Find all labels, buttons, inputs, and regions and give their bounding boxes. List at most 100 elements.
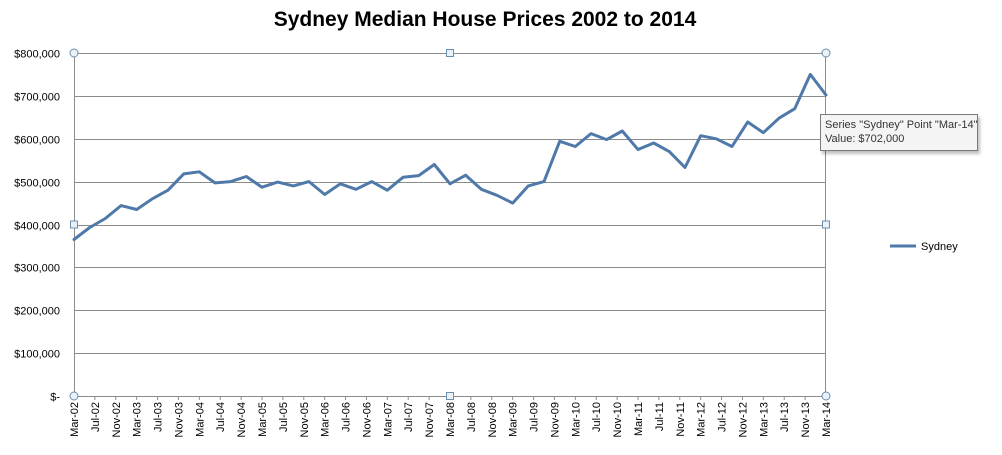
resize-handle-corner[interactable] (69, 48, 79, 58)
x-tick-label: Mar-09 (508, 402, 520, 437)
x-tick-label: Mar-02 (69, 402, 81, 437)
data-point[interactable] (510, 200, 516, 206)
x-tick-label: Jul-05 (278, 402, 290, 432)
data-point[interactable] (541, 179, 547, 185)
x-tick-label: Jul-13 (779, 402, 791, 432)
tooltip-value-text: Value: $702,000 (825, 133, 905, 145)
data-point[interactable] (463, 172, 469, 178)
data-point[interactable] (807, 71, 813, 77)
x-tick-label: Mar-14 (821, 402, 833, 437)
x-tick-label: Mar-13 (758, 402, 770, 437)
x-tick-label: Nov-04 (236, 402, 248, 437)
chart-title: Sydney Median House Prices 2002 to 2014 (273, 8, 697, 31)
x-tick-label: Mar-10 (570, 402, 582, 437)
data-point[interactable] (369, 179, 375, 185)
x-tick-label: Mar-12 (696, 402, 708, 437)
data-point[interactable] (134, 206, 140, 212)
data-point[interactable] (275, 179, 281, 185)
resize-handle-edge[interactable] (446, 49, 454, 57)
x-tick-label: Nov-02 (111, 402, 123, 437)
x-tick-label: Mar-04 (194, 402, 206, 437)
data-point[interactable] (729, 143, 735, 149)
y-tick-label: $800,000 (14, 49, 60, 61)
x-tick-label: Jul-06 (341, 402, 353, 432)
data-point[interactable] (698, 133, 704, 139)
resize-handle-edge[interactable] (822, 220, 830, 229)
data-point[interactable] (149, 196, 155, 202)
data-point[interactable] (588, 131, 594, 137)
data-point[interactable] (525, 183, 531, 189)
data-point[interactable] (619, 128, 625, 134)
y-tick-label: $600,000 (14, 135, 60, 147)
data-point[interactable] (337, 181, 343, 187)
data-point[interactable] (118, 203, 124, 209)
data-point[interactable] (792, 106, 798, 112)
resize-handle-corner[interactable] (821, 391, 831, 401)
data-point[interactable] (196, 169, 202, 175)
data-point[interactable] (212, 180, 218, 186)
x-tick-label: Mar-07 (382, 402, 394, 437)
data-point[interactable] (416, 173, 422, 179)
data-point[interactable] (604, 137, 610, 143)
data-point[interactable] (431, 161, 437, 167)
data-point[interactable] (651, 140, 657, 146)
data-point[interactable] (682, 164, 688, 170)
data-point[interactable] (87, 225, 93, 231)
data-point[interactable] (259, 184, 265, 190)
x-tick-label: Jul-12 (717, 402, 729, 432)
x-tick-label: Mar-05 (257, 402, 269, 437)
x-tick-label: Jul-10 (591, 402, 603, 432)
x-tick-label: Nov-11 (675, 402, 687, 437)
x-tick-label: Jul-03 (153, 402, 165, 432)
data-point[interactable] (776, 115, 782, 121)
data-point[interactable] (494, 192, 500, 198)
y-tick-label: $700,000 (14, 92, 60, 104)
x-tick-label: Nov-05 (299, 402, 311, 437)
y-tick-label: $400,000 (14, 221, 60, 233)
data-point[interactable] (557, 138, 563, 144)
data-point[interactable] (243, 173, 249, 179)
data-point[interactable] (400, 174, 406, 180)
x-tick-label: Mar-08 (445, 402, 457, 437)
x-tick-label: Jul-08 (466, 402, 478, 432)
x-tick-label: Nov-10 (612, 402, 624, 437)
data-point[interactable] (447, 181, 453, 187)
data-point[interactable] (635, 146, 641, 152)
x-tick-label: Nov-13 (800, 402, 812, 437)
data-point[interactable] (478, 186, 484, 192)
data-point[interactable] (322, 191, 328, 197)
data-point[interactable] (228, 179, 234, 185)
data-point[interactable] (713, 136, 719, 142)
x-tick-label: Jul-02 (90, 402, 102, 432)
data-point[interactable] (666, 149, 672, 155)
resize-handle-edge[interactable] (70, 220, 78, 229)
data-point[interactable] (181, 171, 187, 177)
data-point[interactable] (165, 187, 171, 193)
resize-handle-corner[interactable] (69, 391, 79, 401)
data-point[interactable] (71, 237, 77, 243)
x-tick-label: Mar-03 (132, 402, 144, 437)
data-point[interactable] (572, 143, 578, 149)
resize-handle-edge[interactable] (446, 392, 454, 400)
resize-handle-corner[interactable] (821, 48, 831, 58)
x-tick-label: Nov-08 (487, 402, 499, 437)
x-tick-label: Jul-09 (529, 402, 541, 432)
data-point[interactable] (102, 215, 108, 221)
x-tick-label: Nov-06 (361, 402, 373, 437)
data-point[interactable] (290, 183, 296, 189)
y-tick-label: $- (50, 392, 60, 404)
data-point[interactable] (353, 186, 359, 192)
data-point[interactable] (306, 179, 312, 185)
series-line-sydney[interactable] (72, 72, 828, 241)
y-tick-label: $500,000 (14, 178, 60, 190)
data-point[interactable] (823, 92, 829, 98)
x-tick-label: Nov-07 (424, 402, 436, 437)
data-point[interactable] (760, 130, 766, 136)
x-tick-label: Nov-12 (737, 402, 749, 437)
data-point[interactable] (384, 187, 390, 193)
data-point[interactable] (745, 119, 751, 125)
legend-label-sydney: Sydney (921, 241, 958, 253)
y-tick-label: $300,000 (14, 263, 60, 275)
